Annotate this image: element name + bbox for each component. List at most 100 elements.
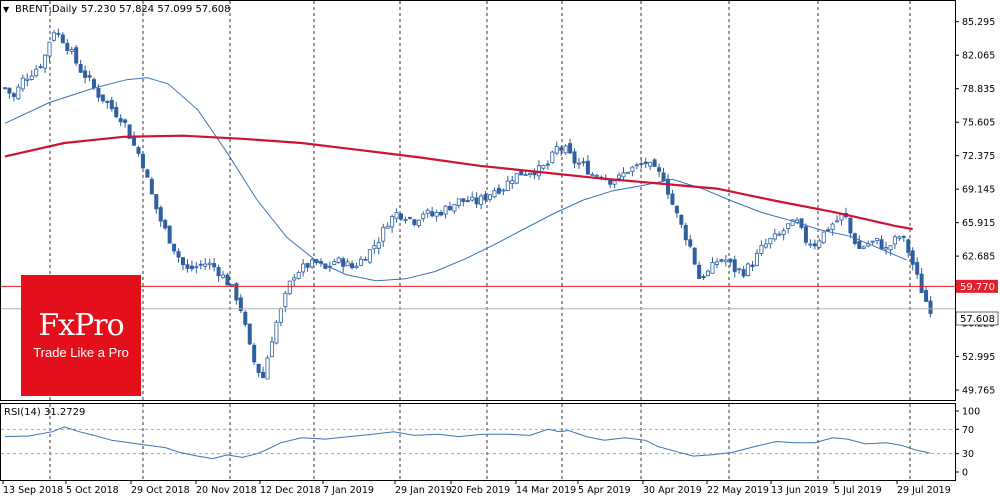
candle-body [145, 169, 150, 178]
candle [728, 258, 733, 267]
candle-body [163, 220, 168, 229]
candle [354, 262, 359, 269]
candle-body [741, 269, 746, 277]
candle-body [416, 219, 421, 226]
candle [519, 170, 524, 176]
candle-body [114, 106, 119, 118]
candle [38, 63, 43, 69]
candle-body [848, 217, 853, 234]
candle [572, 148, 577, 169]
candle [394, 208, 399, 223]
candle [407, 216, 412, 221]
candle-body [554, 146, 559, 154]
candle-body [234, 283, 239, 301]
candle [759, 240, 764, 256]
candle [47, 41, 52, 62]
candle [643, 157, 648, 169]
candle [20, 74, 25, 92]
candle-body [523, 174, 528, 176]
candle-body [701, 275, 706, 279]
candle [714, 258, 719, 269]
candle-body [510, 180, 515, 185]
candle-body [296, 272, 301, 279]
candle-body [737, 268, 742, 271]
candle [390, 214, 395, 233]
candle [118, 114, 123, 127]
candle [83, 65, 88, 84]
candle [243, 310, 248, 327]
candle-body [456, 198, 461, 206]
candle [821, 231, 826, 244]
candle [665, 174, 670, 200]
candle-body [136, 147, 141, 154]
candle-body [892, 236, 897, 245]
candle [301, 259, 306, 277]
candle-body [265, 357, 270, 380]
candle-body [109, 100, 114, 110]
candle-body [105, 100, 110, 103]
candle-body [363, 258, 368, 261]
candle-body [505, 180, 510, 191]
candle-body [421, 213, 426, 219]
candle-body [861, 246, 866, 249]
time-tick-label: 5 Oct 2018 [66, 485, 119, 496]
candle-body [915, 262, 920, 275]
candle-body [412, 219, 417, 226]
time-tick-label: 7 Jan 2019 [323, 485, 374, 496]
candle-body [559, 147, 564, 151]
candle-body [167, 225, 172, 244]
candle [78, 59, 83, 74]
candle-body [648, 161, 653, 167]
candle-body [243, 311, 248, 325]
price-tick-label: 82.065 [962, 51, 995, 62]
candle-body [376, 242, 381, 249]
candle [781, 227, 786, 241]
time-tick-label: 29 Oct 2018 [131, 485, 190, 496]
candle-body [172, 243, 177, 252]
candle-body [34, 68, 39, 77]
candle-body [817, 240, 822, 248]
candle [447, 201, 452, 211]
candle-body [661, 172, 666, 182]
candle-body [176, 251, 181, 258]
candle-body [149, 178, 154, 195]
time-axis: 13 Sep 2018 5 Oct 2018 29 Oct 2018 20 Nov 2… [2, 480, 951, 496]
candle [345, 258, 350, 267]
candle [256, 363, 261, 378]
candle [888, 245, 893, 256]
candle [488, 194, 493, 203]
logo-name: FxPro [38, 308, 124, 343]
candle-body [496, 187, 501, 194]
candle [274, 320, 279, 345]
candle [688, 234, 693, 249]
candle [194, 261, 199, 274]
candle-body [118, 118, 123, 123]
symbol-dropdown-icon[interactable]: ▼ [3, 5, 10, 14]
candle-body [568, 143, 573, 154]
candle-body [714, 261, 719, 265]
candle-body [657, 167, 662, 172]
candle [167, 225, 172, 244]
candle [403, 216, 408, 224]
current-price-badge [955, 311, 999, 326]
candle-body [180, 257, 185, 266]
candle [710, 257, 715, 274]
time-tick-label: 20 Nov 2018 [196, 485, 257, 496]
candle [34, 64, 39, 78]
price-tick-label: 75.605 [962, 118, 995, 129]
candle [310, 257, 315, 269]
candle [158, 205, 163, 227]
candle [203, 258, 208, 270]
candle [154, 194, 159, 214]
candle-body [225, 274, 230, 286]
candle-body [808, 243, 813, 246]
candle-body [154, 194, 159, 210]
candle-body [821, 231, 826, 244]
candle-body [697, 264, 702, 280]
candle [105, 100, 110, 109]
candle [3, 87, 8, 90]
candle [719, 258, 724, 263]
time-tick-label: 13 Sep 2018 [3, 485, 63, 496]
price-tick-label: 62.685 [962, 252, 995, 263]
